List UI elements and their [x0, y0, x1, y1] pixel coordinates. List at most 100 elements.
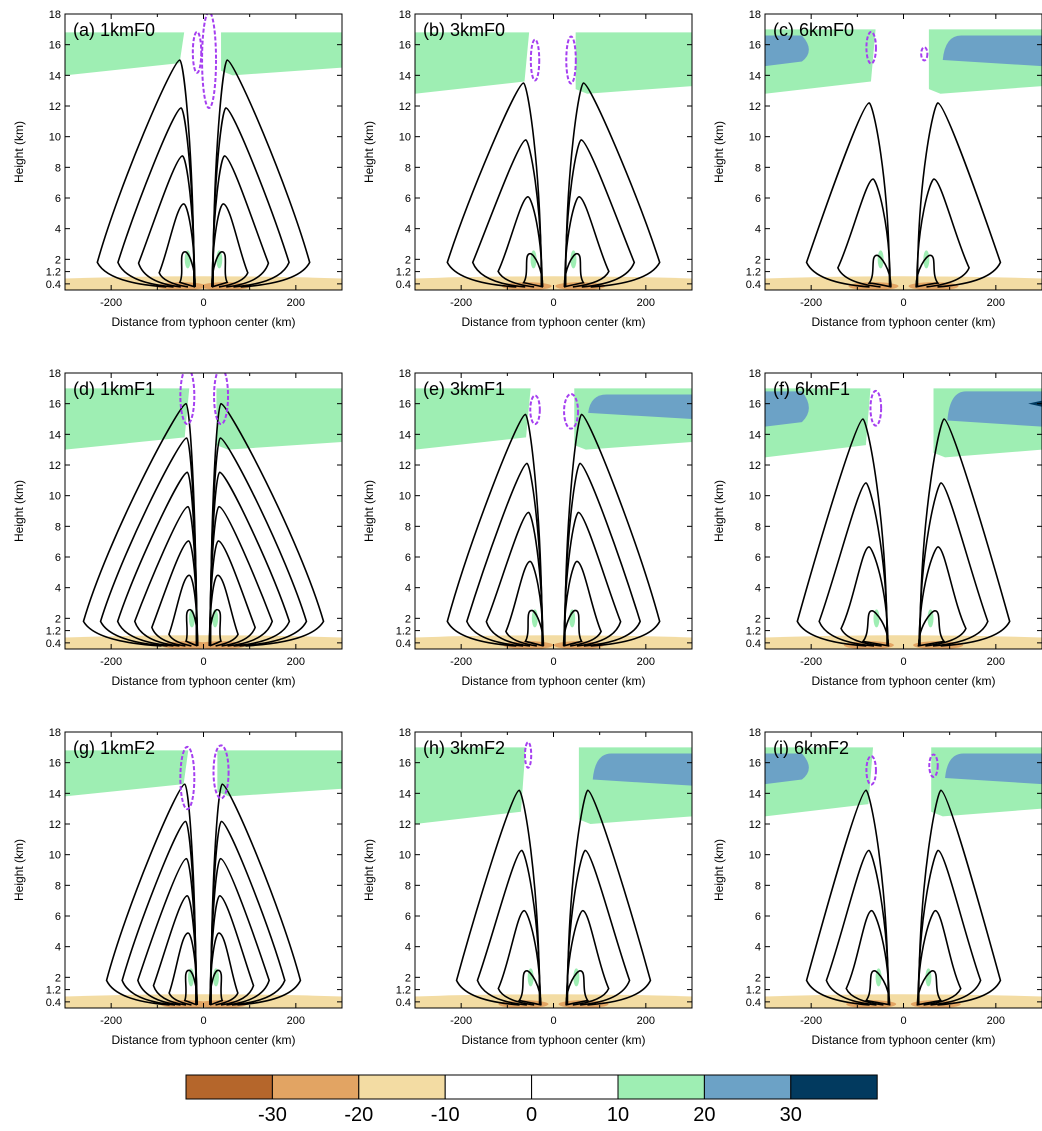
downdraft-contour — [524, 741, 533, 769]
outflow-10-20-left — [415, 747, 526, 824]
panel-g: 0.41.22 4 6 8 10 12 14 16 18 -200 0 200 Distance fro… — [12, 727, 343, 1047]
wind-contour — [805, 789, 890, 1006]
eyewall-shading — [873, 609, 880, 628]
negative-shading-low — [65, 635, 342, 649]
y-axis-label: Height (km) — [712, 480, 726, 542]
wind-contour — [485, 511, 544, 647]
y-tick-label: 14 — [49, 788, 61, 800]
plot-area — [765, 29, 1042, 290]
x-tick-label: -200 — [450, 1015, 472, 1027]
colorbar-label: 0 — [526, 1104, 537, 1126]
y-tick-label: 14 — [749, 70, 761, 82]
y-tick-label: 18 — [399, 9, 411, 21]
colorbar-label: 20 — [693, 1104, 715, 1126]
panel-title: (c) 6kmF0 — [773, 20, 854, 40]
colorbar-label: -20 — [344, 1104, 373, 1126]
y-tick-label: 18 — [749, 727, 761, 739]
y-tick-label: 0.4 — [46, 997, 61, 1009]
y-tick-label: 2 — [405, 613, 411, 625]
outflow-10-20-right — [221, 32, 342, 76]
y-tick-label: 16 — [749, 40, 761, 52]
y-tick-label: 10 — [399, 491, 411, 503]
outflow-20-30 — [592, 753, 692, 786]
y-tick-label: 12 — [399, 101, 411, 113]
wind-contour — [563, 560, 602, 647]
wind-contour — [208, 969, 224, 1006]
outflow-10-20-right — [217, 750, 342, 797]
x-tick-label: 200 — [987, 656, 1005, 668]
x-axis-label: Distance from typhoon center (km) — [811, 674, 995, 688]
y-tick-label: 16 — [399, 758, 411, 770]
wind-contour — [209, 895, 255, 1006]
colorbar-label: -30 — [258, 1104, 287, 1126]
y-tick-label: 12 — [749, 819, 761, 831]
panel-title: (i) 6kmF2 — [773, 738, 849, 758]
x-tick-label: -200 — [800, 297, 822, 309]
wind-contour — [446, 413, 543, 647]
wind-contour — [916, 970, 943, 1006]
eyewall-shading — [927, 609, 934, 628]
x-tick-label: 0 — [200, 1015, 206, 1027]
x-axis-label: Distance from typhoon center (km) — [461, 674, 645, 688]
x-tick-label: 0 — [200, 656, 206, 668]
y-tick-label: 6 — [405, 911, 411, 923]
wind-contour — [209, 505, 274, 647]
wind-contour — [497, 195, 544, 288]
x-axis-label: Distance from typhoon center (km) — [811, 315, 995, 329]
plot-area — [65, 744, 342, 1008]
x-tick-label: 0 — [550, 1015, 556, 1027]
y-tick-label: 4 — [755, 583, 761, 595]
wind-contour — [564, 139, 636, 288]
wind-contour — [837, 178, 892, 288]
wind-contour — [471, 139, 543, 288]
wind-contour — [517, 970, 542, 1006]
x-tick-label: 200 — [637, 297, 655, 309]
colorbar: -30 -20 -10 0 10 20 30 — [185, 1074, 878, 1126]
wind-contour — [152, 895, 198, 1006]
y-tick-label: 10 — [399, 132, 411, 144]
panel-title: (b) 3kmF0 — [423, 20, 505, 40]
wind-contour — [524, 609, 545, 647]
y-tick-label: 12 — [399, 460, 411, 472]
y-tick-label: 4 — [405, 942, 411, 954]
outflow-10-20-right — [575, 32, 692, 94]
y-tick-label: 8 — [405, 521, 411, 533]
wind-contour — [211, 203, 249, 288]
y-tick-label: 12 — [399, 819, 411, 831]
x-axis-label: Distance from typhoon center (km) — [461, 315, 645, 329]
x-tick-label: 200 — [637, 656, 655, 668]
downdraft-contour — [212, 744, 230, 800]
wind-contour — [918, 482, 989, 647]
downdraft-contour — [865, 755, 877, 786]
outflow-20-30 — [945, 753, 1042, 785]
y-tick-label: 12 — [49, 460, 61, 472]
wind-contour — [446, 82, 543, 288]
downdraft-contour — [928, 753, 939, 778]
y-tick-label: 18 — [49, 368, 61, 380]
y-axis-label: Height (km) — [362, 121, 376, 183]
y-tick-label: 18 — [399, 368, 411, 380]
y-tick-label: 14 — [49, 70, 61, 82]
wind-contour — [121, 820, 197, 1006]
y-tick-label: 18 — [49, 9, 61, 21]
colorbar-swatch — [185, 1074, 273, 1100]
plot-area — [415, 388, 692, 649]
y-tick-label: 14 — [399, 429, 411, 441]
wind-contour — [209, 437, 308, 647]
y-tick-label: 2 — [55, 972, 61, 984]
wind-contour — [168, 574, 199, 647]
x-tick-label: 0 — [900, 297, 906, 309]
x-axis-label: Distance from typhoon center (km) — [811, 1033, 995, 1047]
wind-contour — [455, 789, 541, 1006]
x-tick-label: 200 — [287, 656, 305, 668]
wind-contour — [562, 609, 583, 647]
y-tick-label: 14 — [399, 70, 411, 82]
x-axis-label: Distance from typhoon center (km) — [461, 1033, 645, 1047]
y-tick-label: 6 — [755, 193, 761, 205]
y-tick-label: 10 — [749, 850, 761, 862]
panel-title: (g) 1kmF2 — [73, 738, 155, 758]
y-tick-label: 0.4 — [396, 997, 411, 1009]
y-tick-label: 0.4 — [396, 638, 411, 650]
x-tick-label: -200 — [800, 656, 822, 668]
colorbar-label: 10 — [607, 1104, 629, 1126]
